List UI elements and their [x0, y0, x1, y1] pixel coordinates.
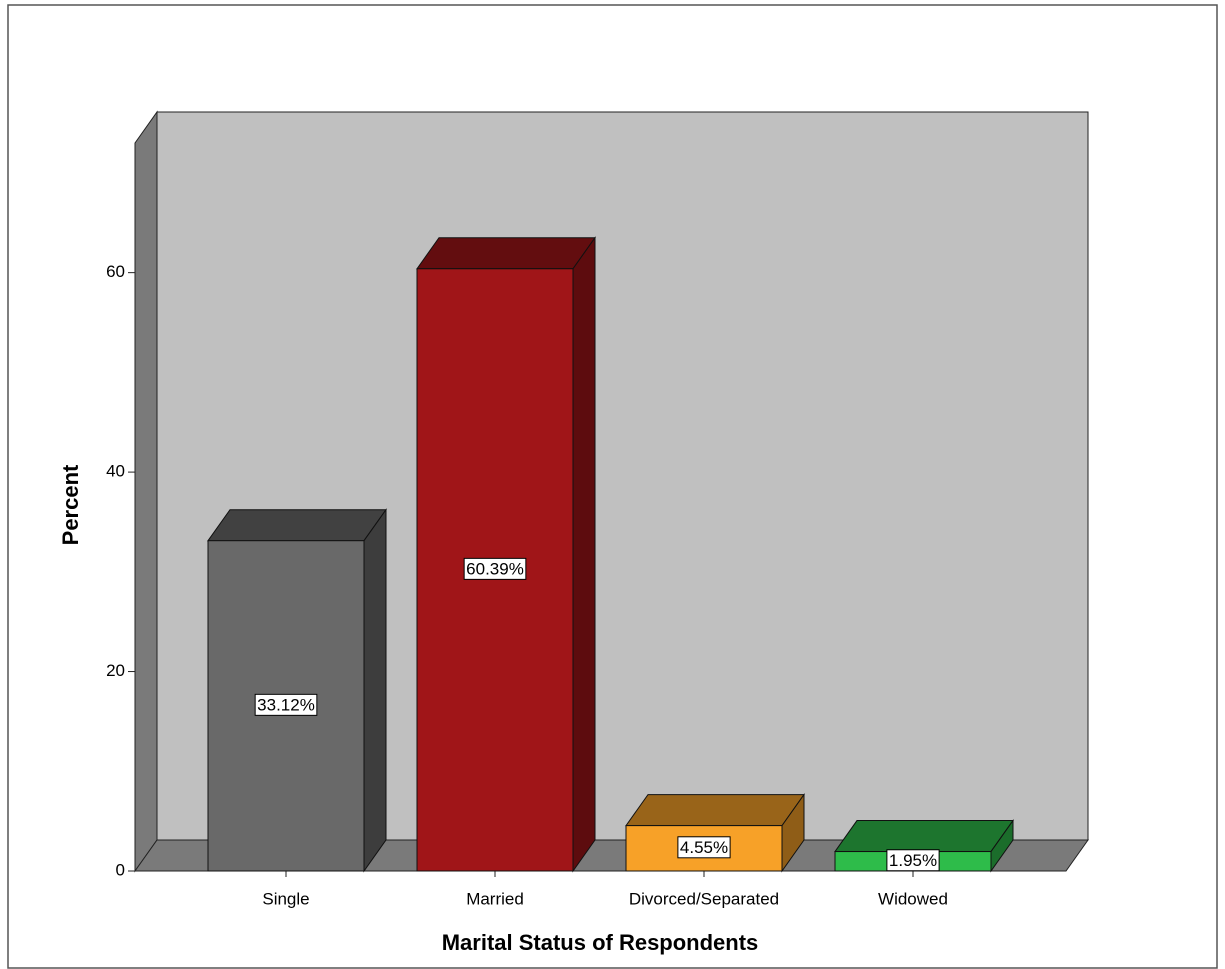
y-axis-title: Percent [58, 464, 83, 545]
y-tick-label: 40 [106, 462, 125, 481]
y-tick-label: 0 [116, 860, 125, 879]
bar-top [207, 509, 387, 542]
data-label: 60.39% [466, 559, 524, 578]
data-label-box [886, 849, 940, 872]
x-tick-label: Married [466, 889, 524, 908]
data-label: 33.12% [257, 695, 315, 714]
data-label: 4.55% [680, 838, 728, 857]
x-tick-label: Divorced/Separated [629, 889, 779, 908]
y-tick-label: 20 [106, 661, 125, 680]
bar-side [363, 508, 387, 873]
data-label: 1.95% [889, 851, 937, 870]
bar-top [416, 237, 596, 270]
x-tick-label: Single [262, 889, 309, 908]
bar-top [625, 794, 805, 827]
x-tick-label: Widowed [878, 889, 948, 908]
y-tick-label: 60 [106, 262, 125, 281]
side-wall [134, 110, 158, 873]
data-label-box [677, 836, 731, 859]
bar-top [834, 820, 1014, 853]
data-label-box [463, 557, 527, 580]
bar-side [572, 236, 596, 873]
x-axis-title: Marital Status of Respondents [442, 930, 759, 955]
data-label-box [254, 693, 318, 716]
